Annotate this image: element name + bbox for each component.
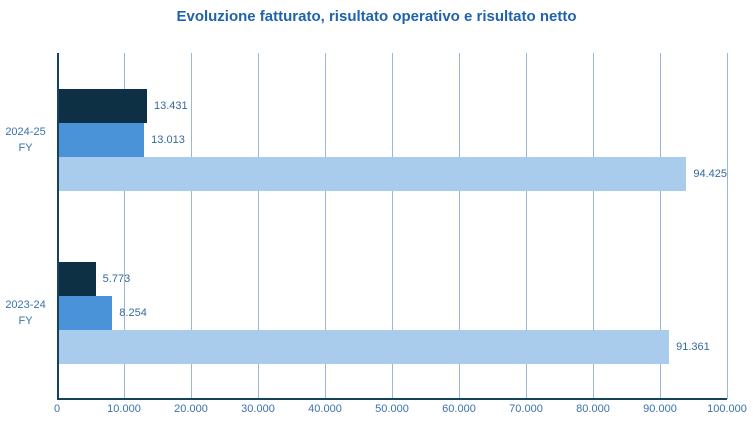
- bar-risultato-netto[interactable]: [57, 88, 147, 123]
- bar-risultato-netto[interactable]: [57, 261, 96, 296]
- y-category-label-line: 2023-24: [5, 298, 46, 311]
- x-axis-line: [57, 398, 727, 400]
- bar-fatturato[interactable]: [57, 156, 687, 191]
- bar-value-label: 8.254: [119, 306, 147, 319]
- x-tick-label: 10.000: [107, 403, 141, 415]
- bar-row: 5.773: [57, 261, 727, 296]
- bar-row: 13.431: [57, 88, 727, 123]
- bar-row: 91.361: [57, 329, 727, 364]
- x-tick-label: 20.000: [174, 403, 208, 415]
- bar-value-label: 91.361: [676, 340, 710, 353]
- x-tick-label: 40.000: [308, 403, 342, 415]
- bar-row: 8.254: [57, 295, 727, 330]
- x-tick-label: 60.000: [442, 403, 476, 415]
- bar-row: 13.013: [57, 122, 727, 157]
- y-category-label-line: FY: [18, 141, 33, 154]
- y-axis-line: [57, 53, 59, 399]
- y-category-label-line: 2024-25: [5, 125, 46, 138]
- y-category-label: 2024-25 FY: [0, 53, 51, 226]
- x-tick-label: 80.000: [576, 403, 610, 415]
- bar-value-label: 13.013: [151, 133, 185, 146]
- y-axis-category-labels: 2024-25 FY 2023-24 FY: [0, 53, 51, 399]
- plot-area: 13.431 13.013 94.425 5.773 8.254 91.361: [57, 53, 728, 400]
- gridline: [727, 53, 728, 399]
- gridline: [258, 53, 259, 399]
- y-category-label-line: FY: [18, 314, 33, 327]
- bar-fatturato[interactable]: [57, 329, 670, 364]
- gridline: [392, 53, 393, 399]
- bar-risultato-operativo[interactable]: [57, 122, 145, 157]
- gridline: [593, 53, 594, 399]
- x-tick-label: 90.000: [643, 403, 677, 415]
- gridline: [325, 53, 326, 399]
- bar-risultato-operativo[interactable]: [57, 295, 113, 330]
- x-tick-label: 100.000: [707, 403, 747, 415]
- gridline: [526, 53, 527, 399]
- bar-group: 13.431 13.013 94.425: [57, 53, 727, 226]
- gridline: [660, 53, 661, 399]
- bar-value-label: 13.431: [153, 99, 188, 112]
- x-tick-label: 0: [53, 403, 61, 415]
- gridline: [459, 53, 460, 399]
- gridline: [191, 53, 192, 399]
- x-tick-label: 30.000: [241, 403, 275, 415]
- bar-row: 94.425: [57, 156, 727, 191]
- gridline: [124, 53, 125, 399]
- x-axis-tick-labels: 0 10.000 20.000 30.000 40.000 50.000 60.000 70.…: [53, 403, 747, 419]
- bar-group: 5.773 8.254 91.361: [57, 226, 727, 399]
- bar-value-label: 94.425: [693, 167, 727, 180]
- x-tick-label: 70.000: [509, 403, 543, 415]
- chart-title: Evoluzione fatturato, risultato operativ…: [176, 8, 577, 25]
- bar-value-label: 5.773: [102, 272, 131, 285]
- x-tick-label: 50.000: [375, 403, 409, 415]
- y-category-label: 2023-24 FY: [0, 226, 51, 399]
